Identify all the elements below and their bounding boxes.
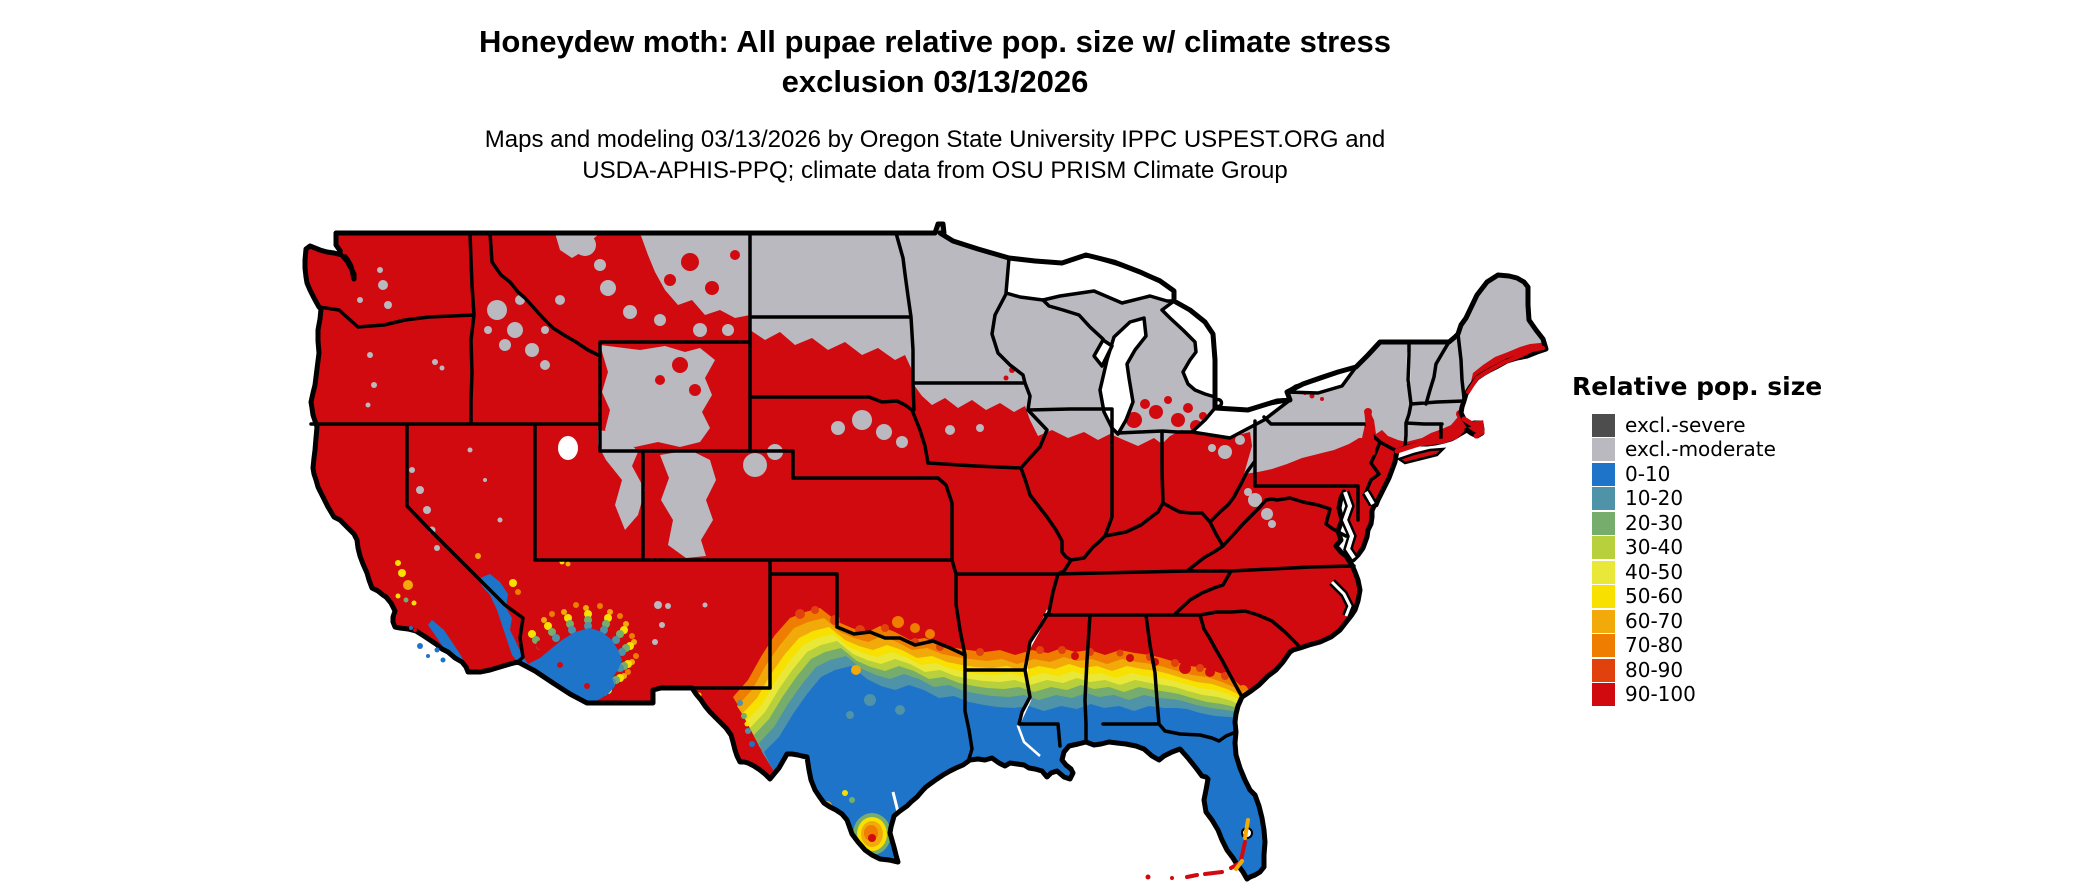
legend-item: 50-60 [1572,585,1902,610]
great-salt-lake [558,436,578,460]
legend-item: 10-20 [1572,487,1902,512]
chesapeake-bay [1340,490,1358,561]
legend-item: 0-10 [1572,462,1902,487]
legend-title: Relative pop. size [1572,372,1823,401]
legend-item-label: 30-40 [1625,535,1684,560]
delaware-bay [1362,489,1377,507]
coastal-details [342,249,1545,880]
map-region-excl-moderate-mountains [357,234,1276,645]
title-line-1: Honeydew moth: All pupae relative pop. s… [479,24,1391,59]
legend-item: excl.-severe [1572,413,1902,438]
legend: Relative pop. size excl.-severe excl.-mod… [1572,372,1902,707]
conus-outline [302,221,1549,882]
legend-item-label: excl.-severe [1625,412,1746,437]
legend-item: 20-30 [1572,511,1902,536]
subtitle-line-1: Maps and modeling 03/13/2026 by Oregon S… [484,126,1386,153]
legend-item-label: 40-50 [1625,559,1684,584]
green-bay [1092,338,1114,368]
legend-item-label: 70-80 [1625,633,1684,658]
legend-item: 80-90 [1572,658,1902,683]
legend-swatch [1592,462,1615,486]
map-region-texas-tip [853,813,891,855]
legend-swatch [1592,634,1615,658]
legend-item: 40-50 [1572,560,1902,585]
subtitle-line-2: USDA-APHIS-PPQ; climate data from OSU PR… [582,157,1288,184]
legend-items: excl.-severe excl.-moderate 0-10 10-20 20-30… [1572,413,1902,707]
legend-item-label: 0-10 [1625,461,1671,486]
page-title: Honeydew moth: All pupae relative pop. s… [0,22,1870,102]
map-fill-layers [305,224,1546,879]
legend-item: 70-80 [1572,634,1902,659]
title-line-2: exclusion 03/13/2026 [781,64,1089,99]
legend-item: 30-40 [1572,536,1902,561]
legend-swatch [1592,413,1615,437]
legend-item: 90-100 [1572,683,1902,708]
pamlico-sound [1329,579,1355,618]
legend-item-label: 60-70 [1625,608,1684,633]
legend-item-label: 50-60 [1625,584,1684,609]
channel-islands [409,626,446,663]
legend-swatch [1592,658,1615,682]
legend-item: excl.-moderate [1572,438,1902,463]
legend-item-label: 80-90 [1625,657,1684,682]
legend-swatch [1592,585,1615,609]
map-patches-50-60 [395,559,848,796]
legend-swatch [1592,560,1615,584]
page-subtitle: Maps and modeling 03/13/2026 by Oregon S… [0,124,1870,186]
red-coastal-fringe [1185,346,1545,879]
map-patches-0-10 [749,741,755,747]
legend-item-label: 20-30 [1625,510,1684,535]
legend-item-label: excl.-moderate [1625,437,1776,462]
long-island [1396,447,1447,465]
legend-swatch [1592,683,1615,707]
legend-item-label: 90-100 [1625,682,1696,707]
state-borders [309,231,1466,764]
legend-item-label: 10-20 [1625,486,1684,511]
amber-coastal-fringe [1234,818,1250,871]
legend-swatch [1592,536,1615,560]
legend-swatch [1592,487,1615,511]
legend-swatch [1592,609,1615,633]
legend-swatch [1592,511,1615,535]
legend-swatch [1592,438,1615,462]
legend-item: 60-70 [1572,609,1902,634]
